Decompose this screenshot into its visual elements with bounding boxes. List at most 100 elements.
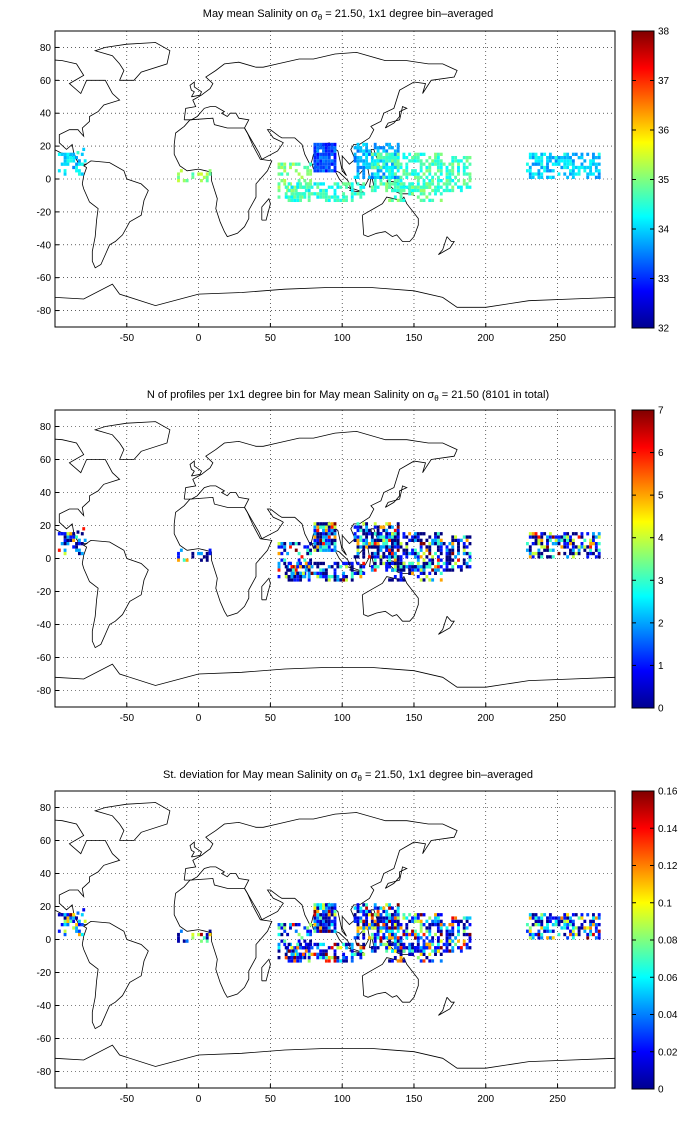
data-bin [436, 548, 440, 552]
data-bin [419, 929, 423, 933]
data-bin [548, 919, 552, 923]
data-bin [350, 565, 354, 569]
data-bin [589, 548, 593, 552]
data-bin [413, 913, 417, 917]
data-bin [388, 152, 391, 156]
colorbar-tick-label: 38 [658, 27, 670, 38]
colorbar-tick-label: 33 [658, 274, 670, 285]
data-bin [280, 162, 284, 166]
data-bin [197, 551, 201, 556]
data-bin [362, 561, 366, 566]
data-bin [416, 555, 420, 559]
x-tick-label: 50 [265, 713, 277, 724]
data-bin [362, 936, 366, 940]
data-bin [80, 923, 84, 927]
data-bin [388, 548, 391, 552]
data-bin [448, 568, 452, 572]
data-bin [413, 568, 417, 572]
data-bin [365, 165, 369, 170]
data-bin [307, 192, 311, 196]
data-bin [393, 926, 397, 930]
data-bin [379, 179, 383, 183]
data-bin [457, 551, 460, 556]
data-bin [353, 538, 357, 542]
data-bin [182, 939, 186, 943]
data-bin [546, 916, 549, 920]
data-bin [75, 542, 78, 546]
data-bin [373, 926, 377, 930]
data-bin [362, 165, 366, 170]
data-bin [439, 548, 443, 552]
data-bin [66, 913, 70, 917]
data-bin [373, 172, 377, 176]
data-bin [396, 946, 400, 950]
data-bin [528, 913, 532, 917]
data-bin [385, 919, 389, 923]
data-bin [571, 913, 575, 917]
data-bin [57, 929, 61, 933]
data-bin [589, 926, 593, 930]
data-bin [434, 923, 437, 927]
data-bin [316, 571, 320, 575]
data-bin [324, 959, 328, 963]
data-bin [80, 532, 84, 536]
data-bin [365, 542, 369, 546]
data-bin [462, 561, 466, 566]
data-bin [291, 162, 295, 166]
data-bin [597, 169, 601, 173]
data-bin [385, 561, 389, 566]
data-pixels [57, 522, 601, 582]
data-bin [376, 535, 380, 539]
data-bin [177, 932, 180, 937]
data-bin [413, 155, 417, 160]
data-bin [571, 538, 575, 542]
data-bin [299, 956, 302, 960]
data-bin [200, 939, 203, 943]
data-bin [63, 542, 67, 546]
data-bin [356, 906, 360, 910]
data-bin [327, 528, 331, 533]
data-bin [434, 571, 437, 575]
data-bin [419, 565, 423, 569]
data-bin [299, 185, 302, 189]
data-bin [287, 195, 291, 199]
data-bin [373, 565, 377, 569]
data-bin [297, 939, 301, 943]
data-bin [290, 195, 294, 199]
data-bin [283, 162, 287, 166]
data-bin [191, 932, 195, 937]
data-bin [309, 932, 313, 937]
data-bin [411, 182, 414, 186]
data-bin [72, 532, 76, 536]
data-bin [322, 913, 325, 917]
data-bin [370, 165, 374, 170]
data-bin [353, 913, 357, 917]
data-bin [436, 152, 440, 156]
data-bin [434, 185, 437, 189]
data-bin [373, 532, 377, 536]
data-bin [402, 152, 406, 156]
data-bin [307, 575, 311, 579]
data-bin [396, 162, 400, 166]
data-bin [313, 906, 317, 910]
data-bin [451, 188, 455, 193]
data-bin [319, 568, 323, 572]
colorbar-ticks: 0.160.140.120.10.080.060.040.020 [632, 787, 678, 1096]
data-bin [376, 169, 380, 173]
data-bin [330, 946, 334, 950]
data-bin [419, 923, 423, 927]
data-bin [60, 532, 64, 536]
data-bin [436, 913, 440, 917]
data-bin [399, 571, 403, 575]
data-bin [277, 551, 281, 556]
data-bin [347, 561, 351, 566]
data-bin [434, 952, 437, 956]
data-bin [350, 959, 354, 963]
data-bin [327, 198, 331, 203]
data-bin [57, 532, 61, 536]
data-bin [316, 946, 320, 950]
data-bin [571, 162, 575, 166]
data-bin [428, 959, 432, 963]
data-bin [402, 565, 406, 569]
data-bin [75, 548, 78, 552]
